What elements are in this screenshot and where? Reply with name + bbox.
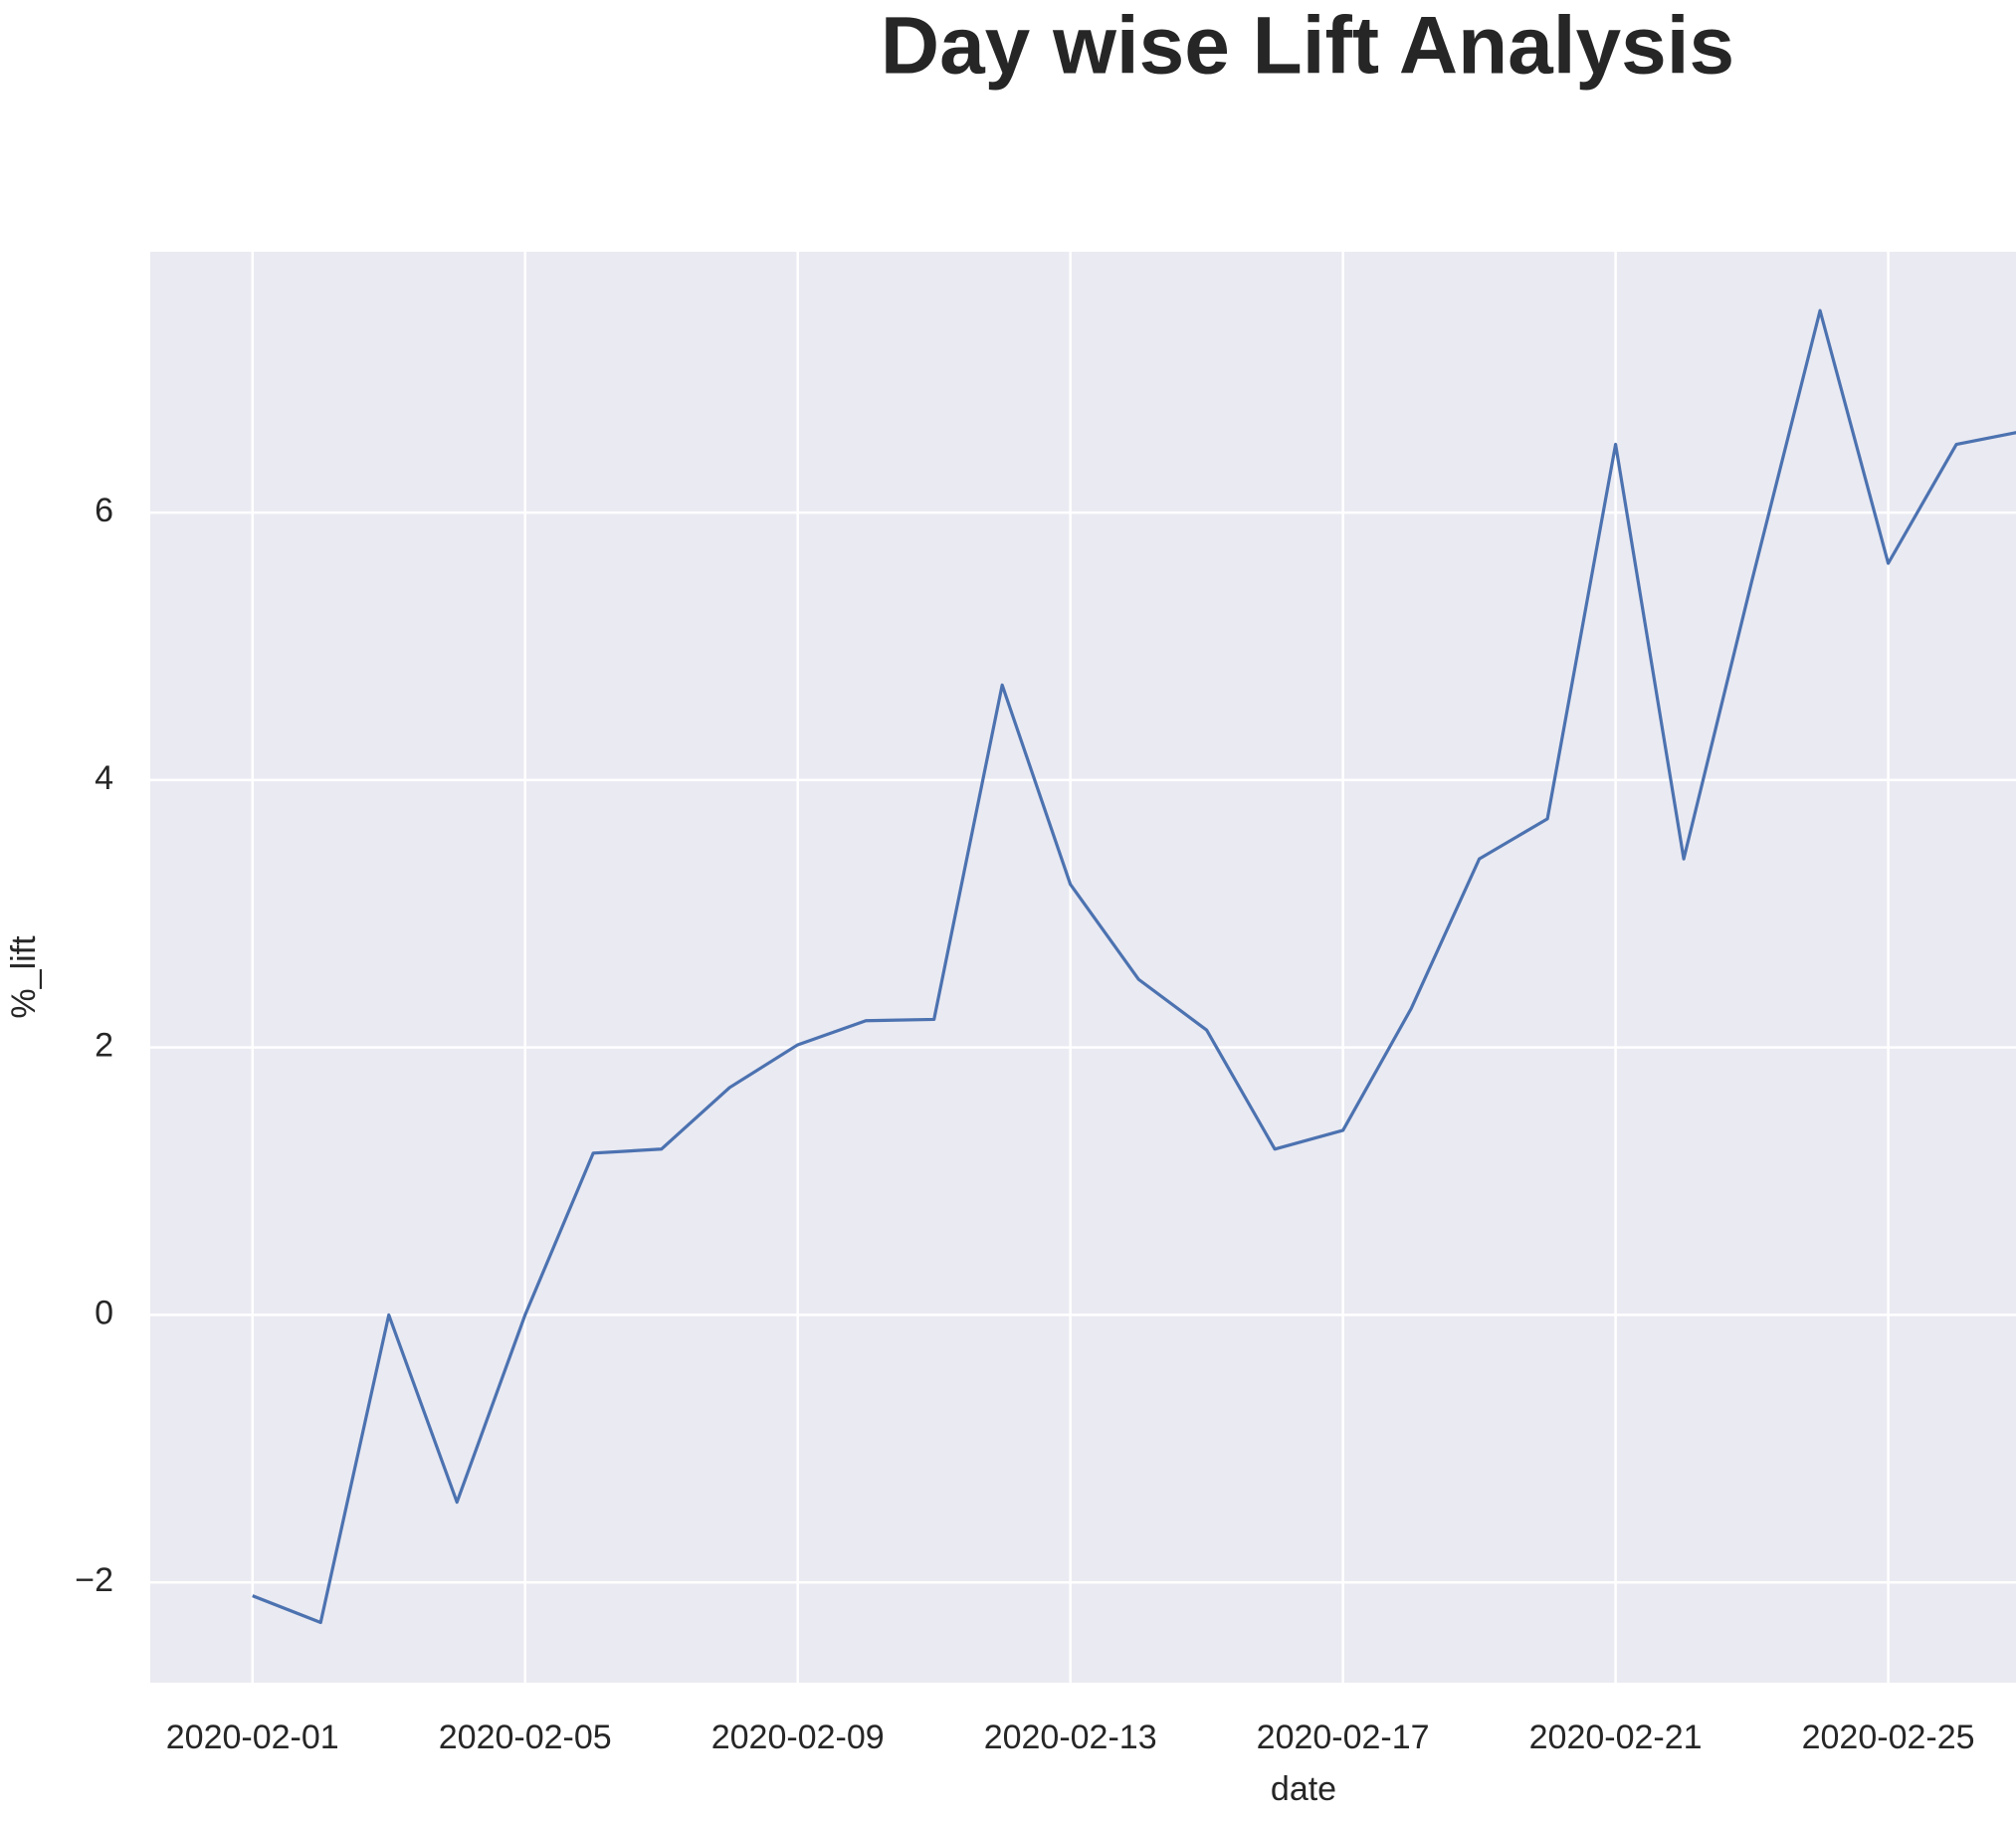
y-tick-label: 0 — [95, 1294, 113, 1331]
y-tick-label: 6 — [95, 492, 113, 529]
y-tick-label: −2 — [75, 1561, 113, 1599]
grid — [150, 252, 2016, 1683]
x-tick-label: 2020-02-01 — [166, 1719, 339, 1756]
y-axis-label: %_lift — [5, 935, 43, 1019]
plot-area — [150, 252, 2016, 1683]
x-tick-label: 2020-02-17 — [1257, 1719, 1430, 1756]
x-tick-label: 2020-02-21 — [1529, 1719, 1703, 1756]
x-tick-label: 2020-02-05 — [439, 1719, 612, 1756]
x-tick-label: 2020-02-13 — [984, 1719, 1157, 1756]
series — [252, 308, 2016, 1625]
y-tick-label: 2 — [95, 1027, 113, 1065]
x-tick-label: 2020-02-25 — [1802, 1719, 1975, 1756]
x-axis-label: date — [1271, 1770, 1336, 1808]
y-tick-label: 4 — [95, 759, 113, 797]
data-line — [252, 308, 2016, 1625]
x-tick-label: 2020-02-09 — [711, 1719, 885, 1756]
chart-title: Day wise Lift Analysis — [881, 1, 1734, 92]
